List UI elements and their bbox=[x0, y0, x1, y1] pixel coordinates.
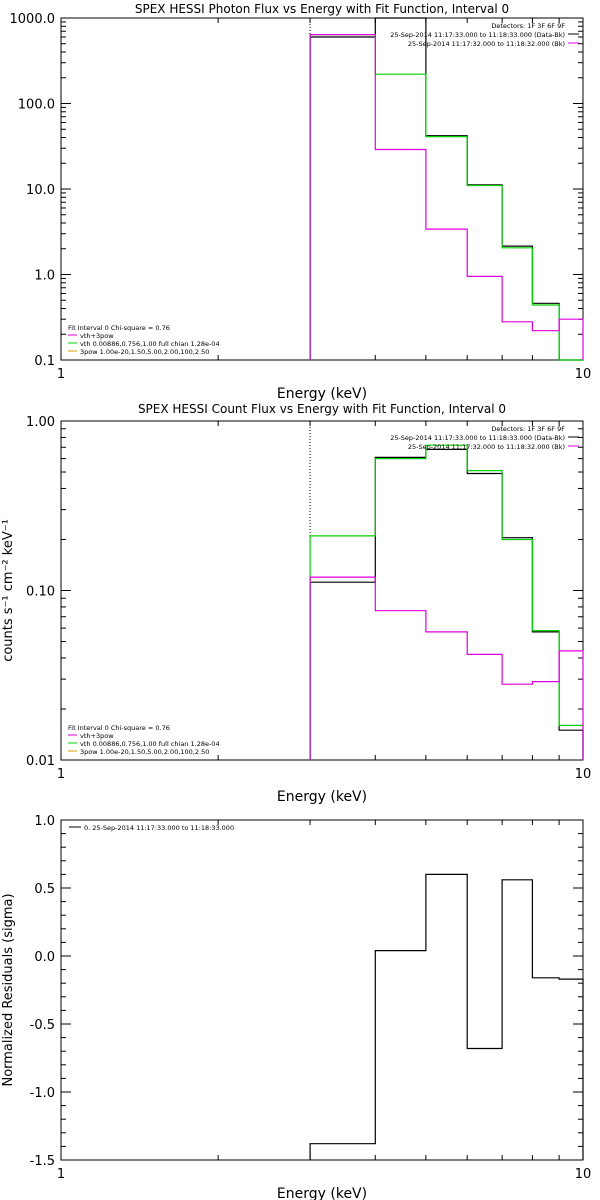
legend-entry: vth 0.00886,0.756,1.00 full chian 1.28e-… bbox=[80, 340, 220, 348]
x-tick-label: 1 bbox=[57, 1167, 65, 1182]
chart-title: SPEX HESSI Photon Flux vs Energy with Fi… bbox=[135, 2, 509, 16]
plot-frame bbox=[60, 819, 584, 1161]
series-line-1 bbox=[309, 17, 583, 361]
legend-entry: Detectors: 1F 3F 6F 9F bbox=[491, 425, 565, 433]
x-tick-label: 1 bbox=[57, 367, 65, 382]
x-axis-label: Energy (keV) bbox=[277, 386, 367, 402]
legend-entry: 25-Sep-2014 11:17:33.000 to 11:18:33.000… bbox=[390, 434, 565, 442]
x-tick-label: 10 bbox=[575, 367, 592, 382]
series-line-3 bbox=[309, 576, 584, 760]
series-line-1 bbox=[309, 448, 584, 760]
legend-entry: vth 0.00886,0.756,1.00 full chian 1.28e-… bbox=[80, 740, 220, 748]
y-tick-label: 0.10 bbox=[26, 585, 55, 600]
legend-entry: Detectors: 1F 3F 6F 9F bbox=[491, 22, 565, 30]
y-tick-label: 0.1 bbox=[34, 354, 55, 369]
x-tick-label: 10 bbox=[575, 1167, 592, 1182]
chart-panel-3: 1 10 Energy (keV) -1.5 -1.0 -0.5 0.0 0.5 1.0 Norm… bbox=[1, 814, 591, 1200]
series-line-2 bbox=[309, 34, 583, 361]
y-tick-label: 1.00 bbox=[26, 415, 55, 430]
legend-entry: Fit Interval 0 Chi-square = 0.76 bbox=[68, 724, 170, 732]
x-axis-label: Energy (keV) bbox=[277, 1186, 367, 1200]
legend-entry: 25-Sep-2014 11:17:33.000 to 11:18:33.000… bbox=[390, 31, 565, 39]
y-tick-label: 1.0 bbox=[34, 814, 55, 829]
chart-panel-2: SPEX HESSI Count Flux vs Energy with Fit… bbox=[1, 402, 591, 805]
legend-entry: 3pow 1.00e-20,1.50,5.00,2.00,100,2.50 bbox=[80, 348, 209, 356]
y-tick-label: 10.0 bbox=[26, 183, 55, 198]
y-tick-label: -0.5 bbox=[30, 1018, 55, 1033]
y-tick-label: 1.0 bbox=[34, 269, 55, 284]
y-tick-label: 0.01 bbox=[26, 754, 55, 769]
y-tick-label: 0.5 bbox=[34, 882, 55, 897]
plot-frame bbox=[60, 420, 584, 761]
x-tick-label: 1 bbox=[57, 767, 65, 782]
x-tick-label: 10 bbox=[575, 767, 592, 782]
legend-entry: 25-Sep-2014 11:17:32.000 to 11:18:32.000… bbox=[408, 40, 565, 48]
x-axis-label: Energy (keV) bbox=[277, 789, 367, 805]
legend-entry: vth+3pow bbox=[80, 732, 114, 740]
y-tick-label: -1.5 bbox=[30, 1154, 55, 1169]
y-tick-label: 0.0 bbox=[34, 950, 55, 965]
series-line-2 bbox=[309, 444, 584, 760]
y-tick-label: 1000.0 bbox=[10, 12, 56, 27]
chart-panel-1: SPEX HESSI Photon Flux vs Energy with Fi… bbox=[10, 2, 592, 402]
series-line-3 bbox=[309, 34, 584, 360]
legend-entry: vth+3pow bbox=[80, 332, 114, 340]
y-axis-label: Normalized Residuals (sigma) bbox=[1, 893, 16, 1086]
legend-entry: 3pow 1.00e-20,1.50,5.00,2.00,100,2.50 bbox=[80, 748, 209, 756]
plot-frame bbox=[60, 17, 584, 361]
series-line-1 bbox=[309, 873, 584, 1160]
chart-title: SPEX HESSI Count Flux vs Energy with Fit… bbox=[138, 402, 506, 416]
legend-entry: Fit Interval 0 Chi-square = 0.76 bbox=[68, 324, 170, 332]
y-tick-label: 100.0 bbox=[18, 98, 55, 113]
legend-entry: 25-Sep-2014 11:17:32.000 to 11:18:32.000… bbox=[408, 443, 565, 451]
y-tick-label: -1.0 bbox=[30, 1086, 55, 1101]
y-axis-label: counts s⁻¹ cm⁻² keV⁻¹ bbox=[1, 519, 16, 662]
legend-entry: 0. 25-Sep-2014 11:17:33.000 to 11:18:33.… bbox=[84, 824, 234, 832]
